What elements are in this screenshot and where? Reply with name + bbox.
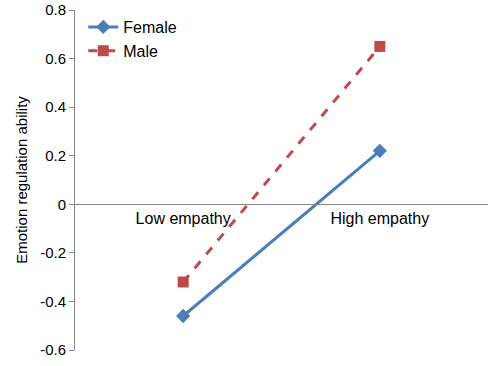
svg-text:Male: Male	[123, 43, 158, 60]
svg-text:0.6: 0.6	[45, 50, 66, 67]
svg-text:High empathy: High empathy	[330, 210, 429, 227]
svg-text:-0.6: -0.6	[40, 341, 66, 358]
svg-text:-0.2: -0.2	[40, 244, 66, 261]
svg-text:Emotion regulation ability: Emotion regulation ability	[13, 96, 30, 264]
svg-text:-0.4: -0.4	[40, 293, 66, 310]
svg-text:0: 0	[58, 196, 66, 213]
svg-text:Female: Female	[123, 19, 176, 36]
svg-text:0.4: 0.4	[45, 98, 66, 115]
svg-text:0.2: 0.2	[45, 147, 66, 164]
svg-text:Low empathy: Low empathy	[136, 210, 231, 227]
svg-text:0.8: 0.8	[45, 1, 66, 18]
